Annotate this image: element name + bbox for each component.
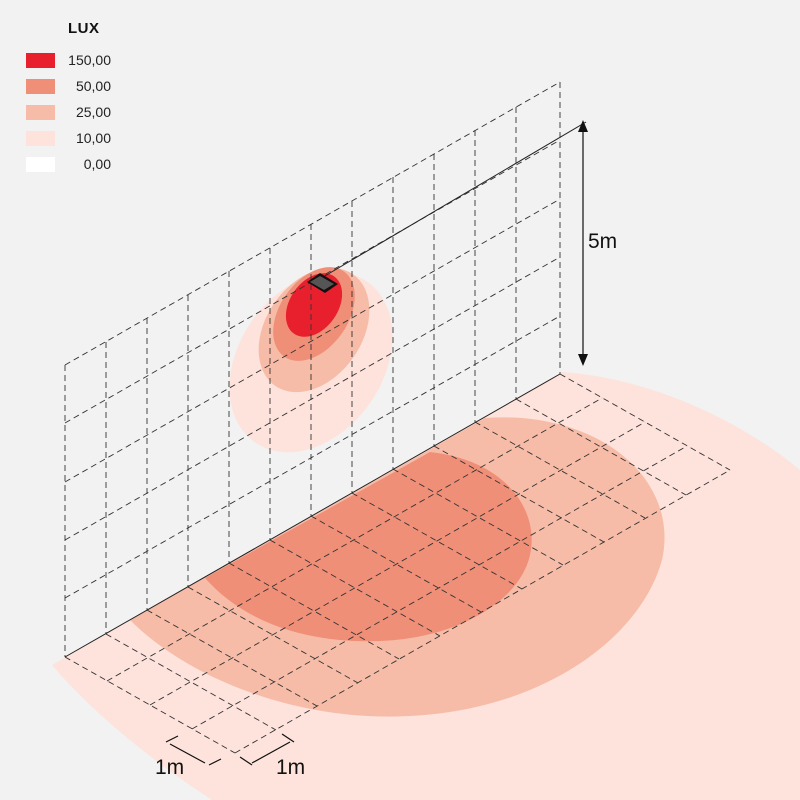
floor-dimension-b-label: 1m <box>276 756 305 779</box>
floor-zones <box>52 372 800 800</box>
wall-grid <box>64 81 561 657</box>
legend-title: LUX <box>68 20 100 37</box>
legend-swatch <box>26 78 55 94</box>
legend-item: 50,00 <box>26 73 146 99</box>
height-dimension <box>578 120 588 366</box>
legend-value: 25,00 <box>75 104 111 120</box>
legend-value: 150,00 <box>68 52 111 68</box>
luminaire-icon <box>307 273 338 293</box>
wall-base-edge <box>64 373 561 658</box>
lux-legend: LUX 150,00 50,00 25,00 10,00 0,00 <box>26 20 146 177</box>
floor-dimension-a-label: 1m <box>155 756 184 779</box>
floor-grid <box>64 373 731 754</box>
legend-item: 25,00 <box>26 99 146 125</box>
floor-dimension-b <box>239 733 295 766</box>
legend-swatch <box>26 104 55 120</box>
legend-value: 50,00 <box>75 78 111 94</box>
legend-value: 10,00 <box>75 130 111 146</box>
legend-value: 0,00 <box>83 156 111 172</box>
legend-swatch <box>26 52 55 68</box>
legend-swatch <box>26 156 55 172</box>
legend-swatch <box>26 130 55 146</box>
floor-dimension-a <box>165 735 222 766</box>
legend-item: 150,00 <box>26 47 146 73</box>
mounting-reference-line <box>317 121 587 281</box>
floor-zone-50 <box>205 452 532 642</box>
wall-edges <box>64 121 587 658</box>
legend-item: 0,00 <box>26 151 146 177</box>
height-dimension-label: 5m <box>588 230 617 253</box>
legend-item: 10,00 <box>26 125 146 151</box>
